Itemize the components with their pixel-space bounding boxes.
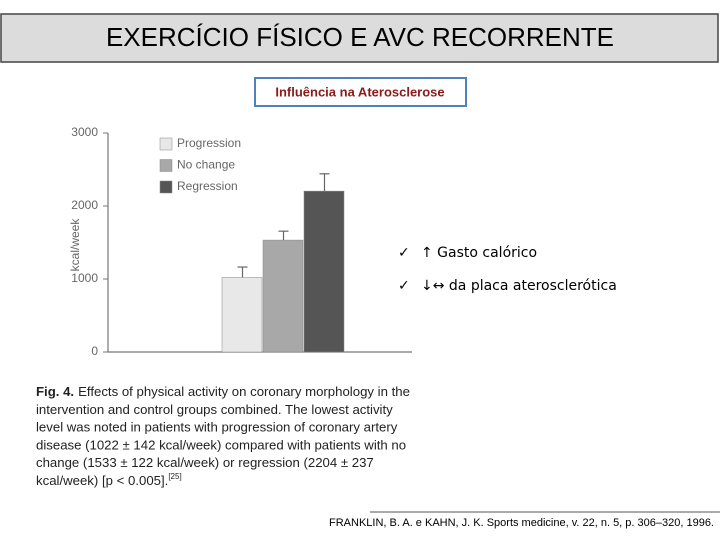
caption-line: disease (1022 ± 142 kcal/week) compared …	[36, 438, 406, 453]
legend-label: No change	[177, 158, 235, 172]
bar	[262, 239, 304, 353]
caption-line: kcal/week) [p < 0.005].[25]	[36, 472, 182, 488]
legend-swatch	[159, 159, 173, 172]
caption-text: kcal/week) [p < 0.005].	[36, 473, 168, 488]
y-tick-label: 0	[91, 344, 98, 358]
caption-line: level was noted in patients with progres…	[36, 420, 398, 435]
y-tick-label: 1000	[71, 271, 98, 285]
reference: FRANKLIN, B. A. e KAHN, J. K. Sports med…	[329, 517, 714, 529]
title-box	[0, 13, 719, 63]
y-tick-label: 2000	[71, 198, 98, 212]
bar	[221, 277, 263, 353]
caption-text: intervention and control groups combined…	[36, 402, 393, 417]
y-axis-label: kcal/week	[68, 218, 82, 272]
legend-swatch	[159, 137, 173, 151]
y-tick-label: 3000	[71, 125, 98, 139]
caption-line: Fig. 4. Effects of physical activity on c…	[36, 384, 410, 399]
bullet-marker: ✓	[398, 245, 410, 261]
slide-title: EXERCÍCIO FÍSICO E AVC RECORRENTE	[106, 22, 614, 52]
subtitle: Influência na Aterosclerose	[275, 84, 444, 99]
bullet-text: ↑ Gasto calórico	[421, 245, 537, 261]
caption-line: intervention and control groups combined…	[36, 402, 393, 417]
subtitle-box	[254, 77, 467, 107]
caption-ref: [25]	[168, 472, 181, 481]
bar	[303, 190, 345, 353]
caption-text: Effects of physical activity on coronary…	[78, 384, 410, 399]
legend-label: Progression	[177, 136, 241, 150]
caption-label: Fig. 4.	[36, 384, 74, 399]
caption-text: disease (1022 ± 142 kcal/week) compared …	[36, 438, 406, 453]
bullet-marker: ✓	[398, 278, 410, 294]
caption-line: change (1533 ± 122 kcal/week) or regress…	[36, 456, 374, 471]
bullet-text: ↓↔ da placa aterosclerótica	[421, 278, 617, 294]
caption-text: level was noted in patients with progres…	[36, 420, 398, 435]
caption-text: change (1533 ± 122 kcal/week) or regress…	[36, 456, 374, 471]
legend-label: Regression	[177, 179, 238, 193]
legend-swatch	[159, 180, 173, 194]
